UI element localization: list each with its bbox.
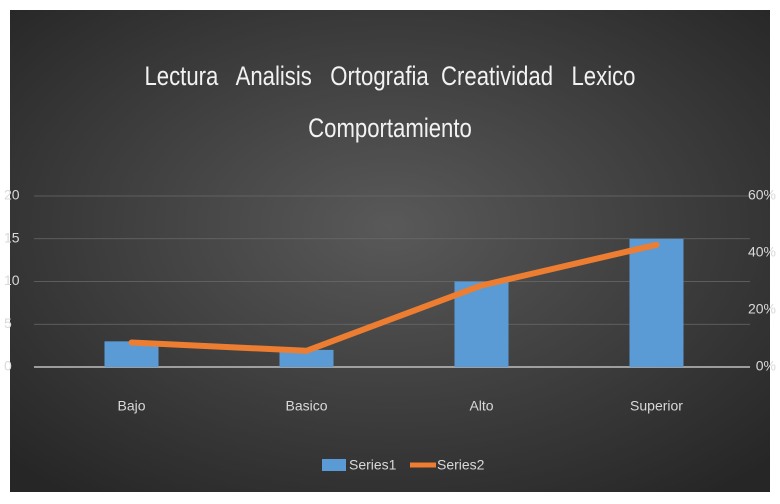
y-tick-label: 20	[4, 187, 20, 203]
chart-title: Lectura Analisis Ortografia Creatividad …	[144, 61, 642, 143]
legend-swatch	[322, 459, 346, 471]
y2-tick-label: 20%	[748, 301, 776, 317]
y-tick-label: 0	[4, 358, 12, 374]
x-tick-label: Bajo	[117, 398, 145, 414]
y-tick-label: 5	[4, 315, 12, 331]
bar	[629, 238, 684, 367]
y-tick-label: 10	[4, 272, 20, 288]
y2-tick-label: 0%	[756, 358, 776, 374]
y2-tick-label: 40%	[748, 244, 776, 260]
y2-tick-label: 60%	[748, 187, 776, 203]
bar	[279, 349, 334, 367]
x-tick-label: Superior	[630, 398, 683, 414]
legend-label: Series2	[437, 457, 485, 473]
y-tick-label: 15	[4, 229, 20, 245]
bar	[454, 281, 509, 367]
x-tick-label: Alto	[469, 398, 493, 414]
x-tick-label: Basico	[285, 398, 327, 414]
line	[128, 241, 660, 354]
legend-label: Series1	[349, 457, 397, 473]
